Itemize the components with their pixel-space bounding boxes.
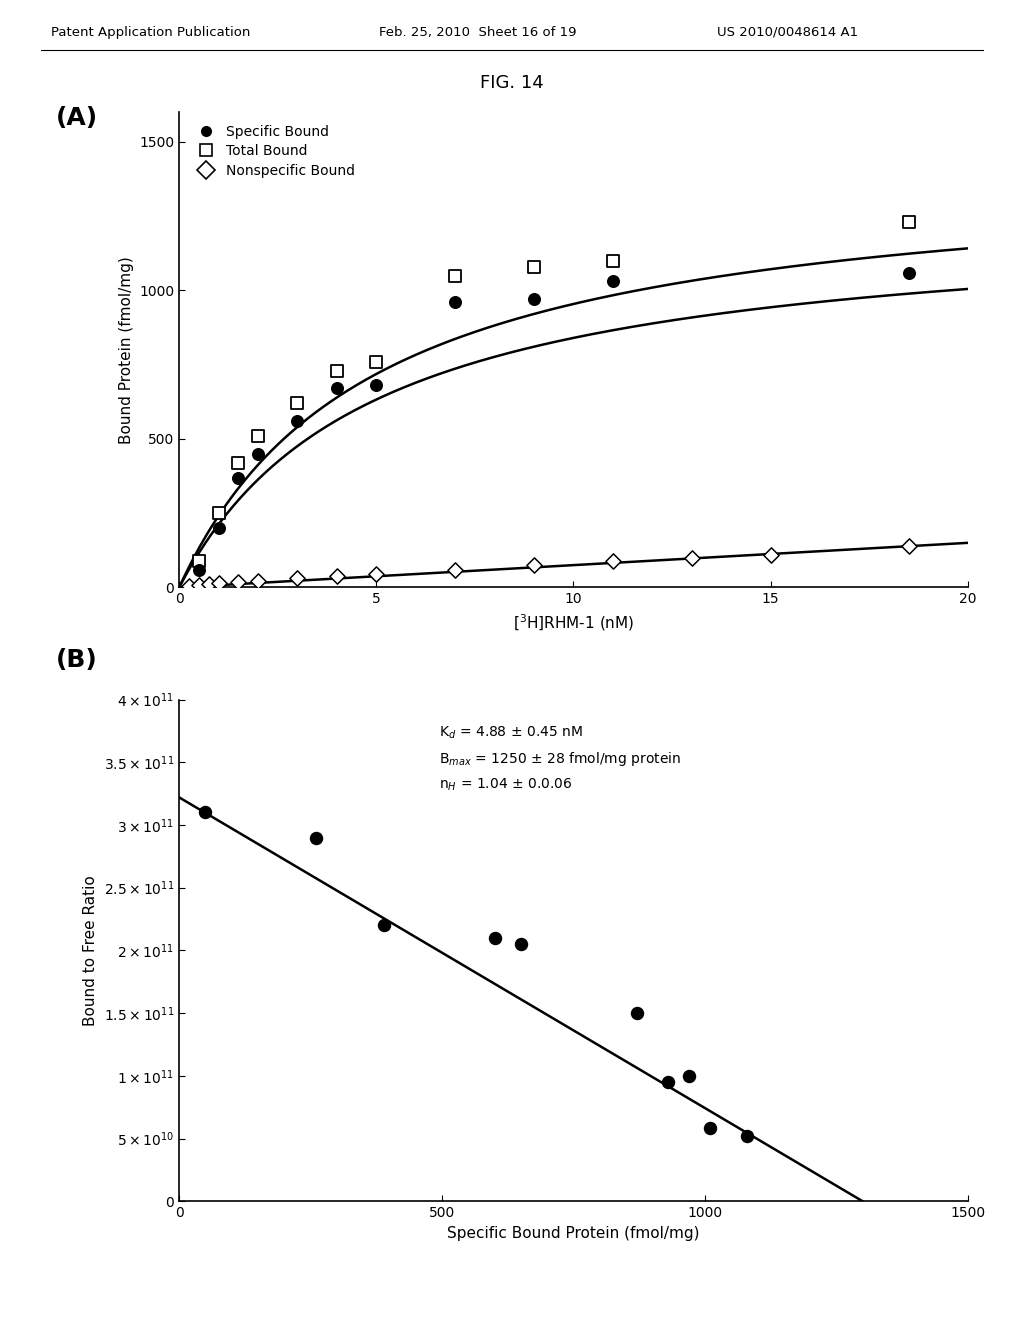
Text: (B): (B) <box>56 648 98 672</box>
Point <box>604 251 621 272</box>
Point <box>329 565 345 586</box>
Point <box>307 826 324 849</box>
Point <box>289 568 305 589</box>
Point <box>376 915 392 936</box>
Point <box>526 256 543 277</box>
Point <box>230 467 247 488</box>
Point <box>738 1126 755 1147</box>
Point <box>659 1072 676 1093</box>
Point <box>681 1065 697 1086</box>
Point <box>701 1118 718 1139</box>
Point <box>190 574 207 595</box>
Legend: Specific Bound, Total Bound, Nonspecific Bound: Specific Bound, Total Bound, Nonspecific… <box>186 119 361 183</box>
Point <box>230 572 247 593</box>
Text: (A): (A) <box>56 107 98 131</box>
Point <box>604 271 621 292</box>
Point <box>604 550 621 572</box>
Y-axis label: Bound to Free Ratio: Bound to Free Ratio <box>84 875 98 1026</box>
Point <box>369 375 385 396</box>
Point <box>190 560 207 581</box>
Point <box>250 444 266 465</box>
Point <box>289 393 305 414</box>
Point <box>211 503 227 524</box>
Point <box>447 265 464 286</box>
Point <box>513 933 529 954</box>
Point <box>250 425 266 446</box>
Point <box>900 536 916 557</box>
Point <box>198 803 214 824</box>
Point <box>486 927 503 948</box>
X-axis label: [$^{3}$H]RHM-1 (nM): [$^{3}$H]RHM-1 (nM) <box>513 611 634 632</box>
Text: FIG. 14: FIG. 14 <box>480 74 544 92</box>
Point <box>250 570 266 591</box>
Point <box>230 451 247 473</box>
Point <box>629 1003 645 1024</box>
Point <box>900 261 916 282</box>
Point <box>447 560 464 581</box>
Point <box>900 211 916 232</box>
Point <box>684 546 700 568</box>
Text: K$_d$ = 4.88 ± 0.45 nM
B$_{max}$ = 1250 ± 28 fmol/mg protein
n$_H$ = 1.04 ± 0.0.: K$_d$ = 4.88 ± 0.45 nM B$_{max}$ = 1250 … <box>439 725 682 793</box>
Point <box>201 574 217 595</box>
Y-axis label: Bound Protein (fmol/mg): Bound Protein (fmol/mg) <box>119 256 134 444</box>
Text: Feb. 25, 2010  Sheet 16 of 19: Feb. 25, 2010 Sheet 16 of 19 <box>379 25 577 38</box>
Text: US 2010/0048614 A1: US 2010/0048614 A1 <box>717 25 858 38</box>
Text: Patent Application Publication: Patent Application Publication <box>51 25 251 38</box>
Point <box>526 289 543 310</box>
Point <box>369 351 385 372</box>
Point <box>181 576 198 597</box>
Point <box>329 360 345 381</box>
Point <box>211 573 227 594</box>
Point <box>369 564 385 585</box>
Point <box>289 411 305 432</box>
X-axis label: Specific Bound Protein (fmol/mg): Specific Bound Protein (fmol/mg) <box>447 1225 699 1241</box>
Point <box>447 292 464 313</box>
Point <box>190 550 207 572</box>
Point <box>329 378 345 399</box>
Point <box>763 544 779 565</box>
Point <box>526 554 543 576</box>
Point <box>211 517 227 539</box>
